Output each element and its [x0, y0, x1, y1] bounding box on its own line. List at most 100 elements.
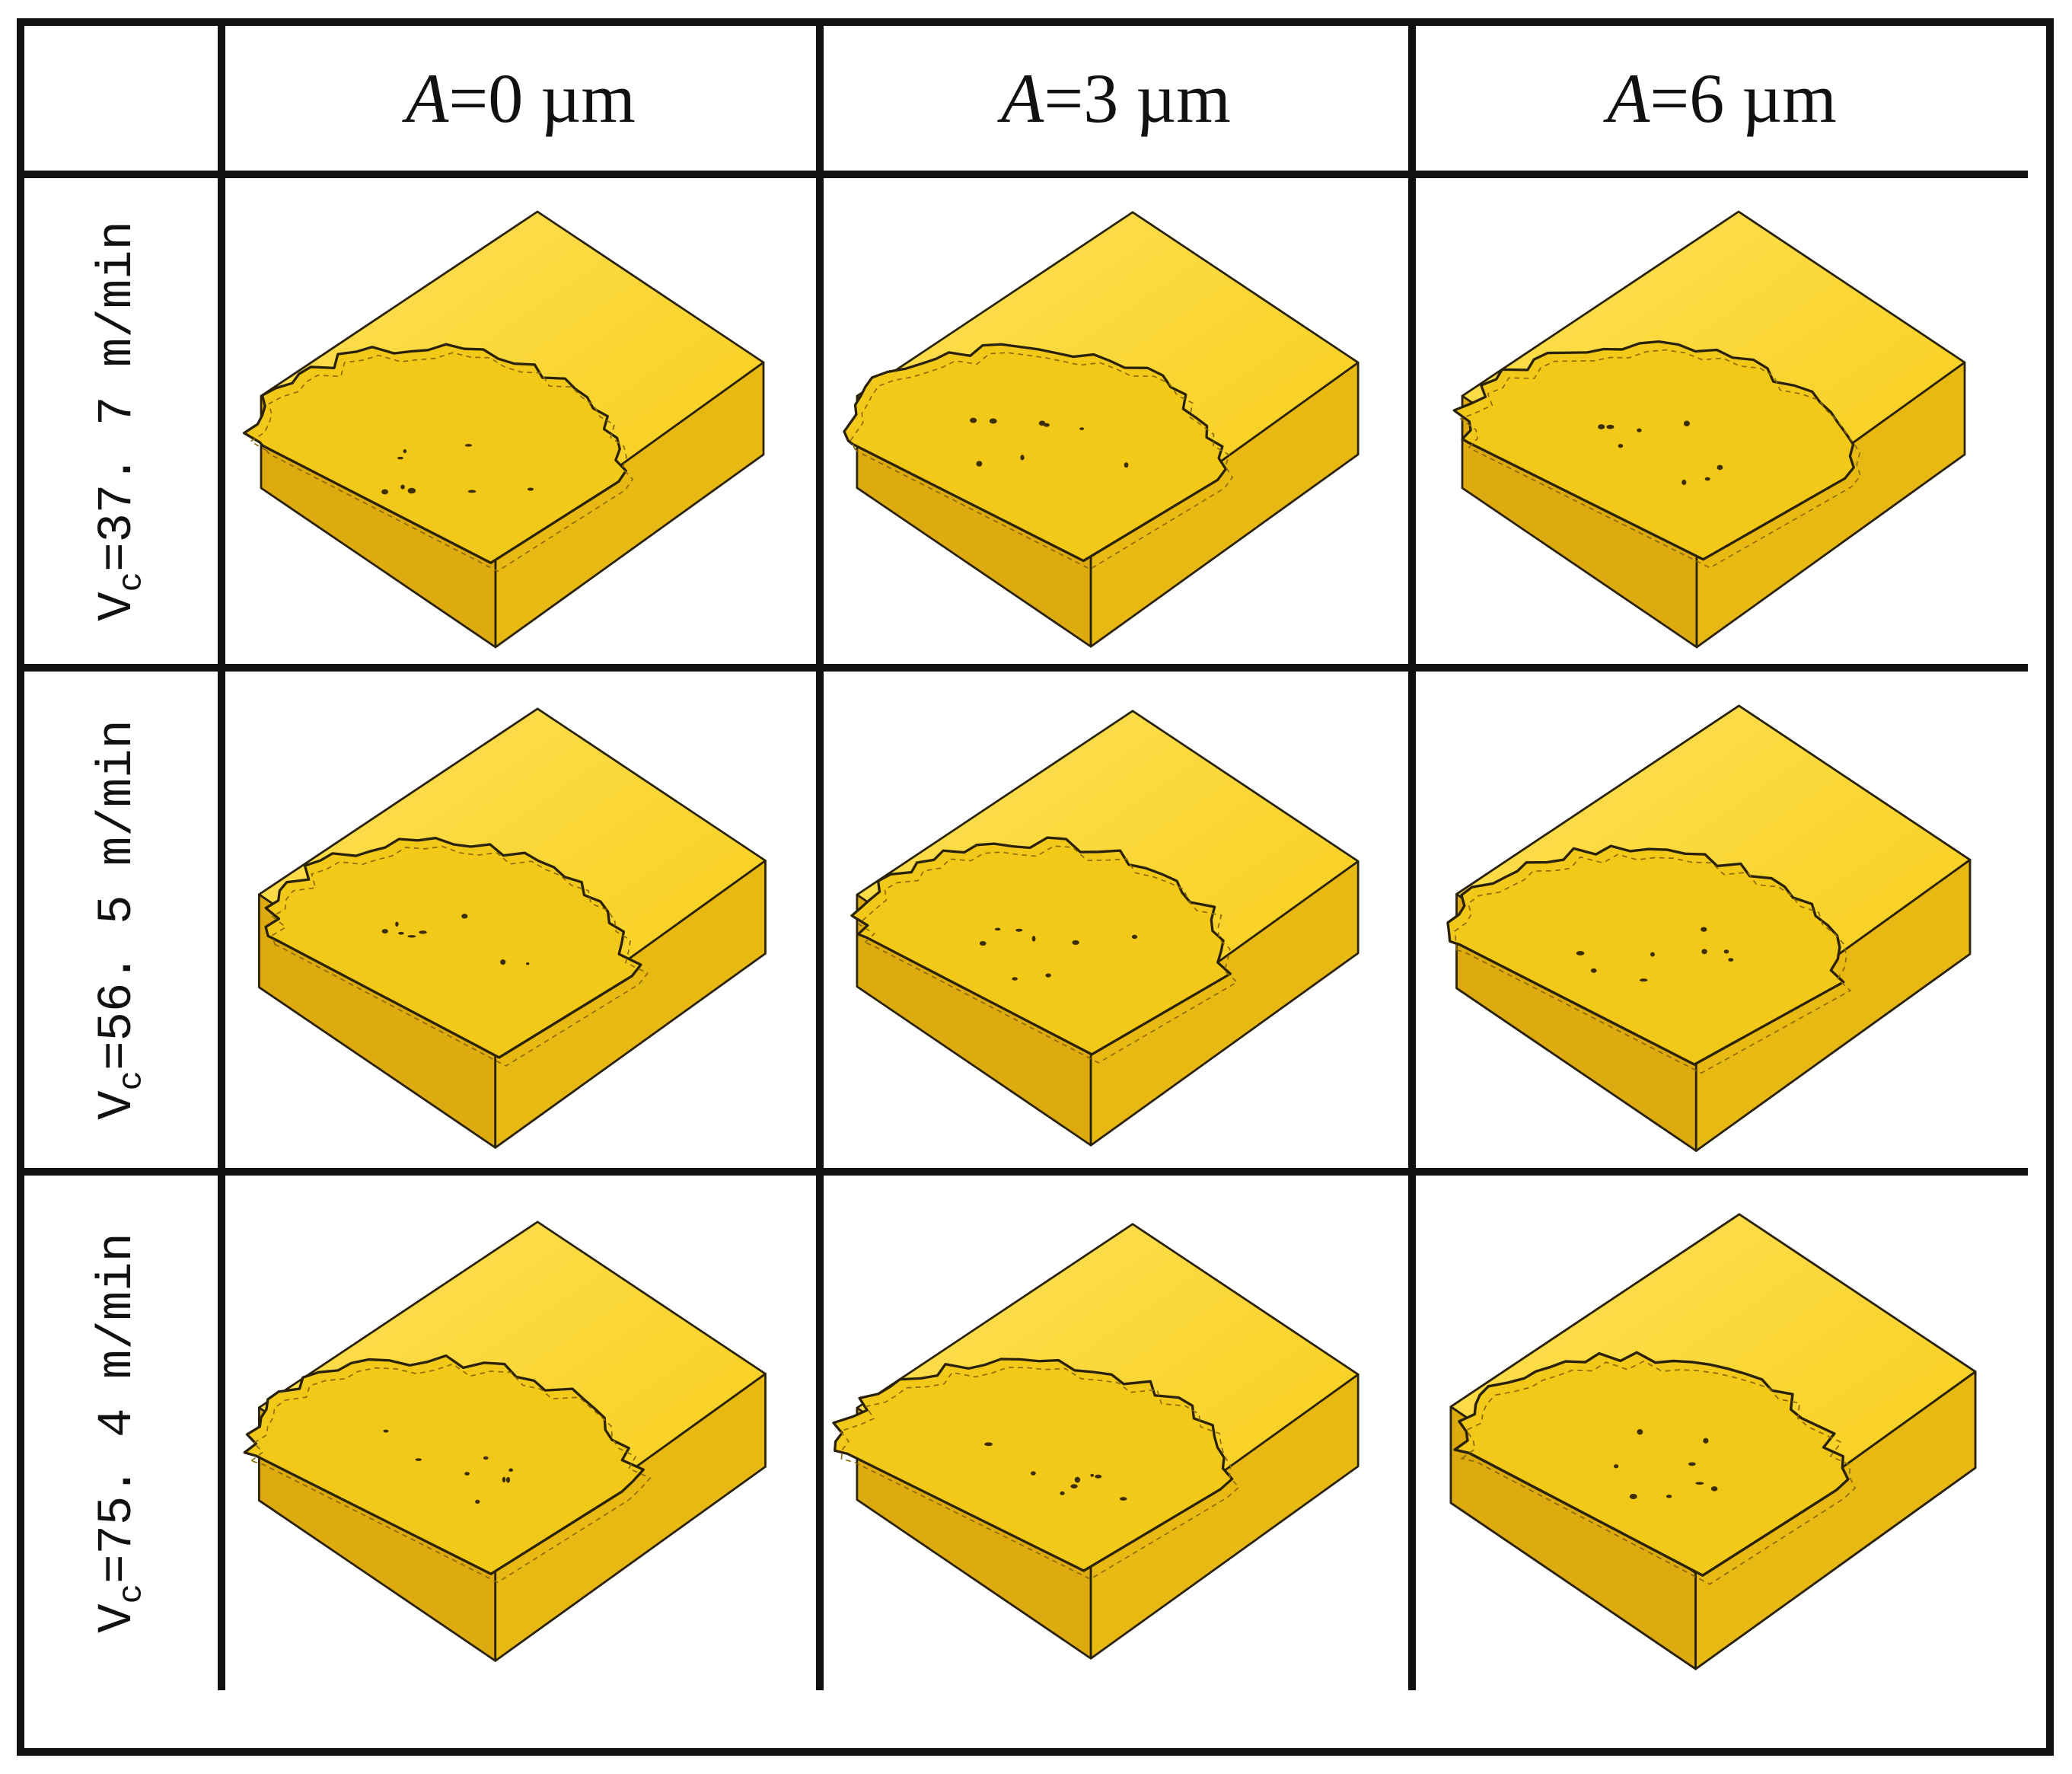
crater-wear-outline — [850, 836, 1232, 1056]
crater-wear-outline — [242, 343, 628, 564]
surface-pit — [415, 1458, 422, 1461]
row-header-label: Vc=37. 7 m/min — [91, 221, 151, 621]
surface-pit — [1666, 1495, 1672, 1498]
surface-pit — [527, 487, 534, 491]
tool-insert-crater-image — [850, 710, 1360, 1147]
specimen-cell — [1416, 1176, 2028, 1690]
surface-pit — [1090, 1473, 1095, 1477]
surface-pit — [400, 484, 405, 490]
surface-pit — [1070, 1484, 1078, 1488]
tool-insert-crater-image — [257, 707, 767, 1149]
surface-pit — [461, 914, 468, 919]
surface-pit — [506, 1476, 511, 1483]
surface-pit — [1043, 423, 1050, 427]
row-header-label: Vc=56. 5 m/min — [91, 719, 151, 1120]
surface-pit — [1637, 1429, 1643, 1435]
crater-wear-outline — [1446, 844, 1845, 1066]
surface-pit — [1639, 978, 1648, 982]
surface-pit — [970, 417, 977, 423]
surface-pit — [397, 456, 403, 460]
surface-pit — [1074, 1476, 1081, 1483]
row-header-1: Vc=56. 5 m/min — [24, 672, 225, 1176]
surface-pit — [407, 935, 416, 938]
specimen-cell — [225, 672, 824, 1176]
crater-wear-outline — [243, 1354, 645, 1575]
column-header-0: A=0 µm — [225, 26, 824, 178]
tool-insert-crater-image — [1452, 210, 1966, 649]
surface-pit — [1095, 1474, 1102, 1479]
specimen-cell — [824, 178, 1416, 672]
surface-pit — [525, 962, 530, 965]
specimen-cell — [225, 1176, 824, 1690]
surface-pit — [1703, 1437, 1709, 1444]
specimen-cell — [1416, 672, 2028, 1176]
surface-pit — [403, 448, 407, 454]
surface-pit — [383, 1429, 389, 1433]
surface-pit — [1728, 958, 1734, 962]
specimen-cell — [824, 1176, 1416, 1690]
crater-wear-outline — [1452, 340, 1855, 561]
surface-pit — [1131, 934, 1138, 940]
surface-pit — [1650, 952, 1655, 957]
surface-pit — [1030, 1471, 1036, 1476]
surface-pit — [1590, 968, 1597, 973]
row-header-label: Vc=75. 4 m/min — [91, 1233, 151, 1633]
specimen-cell — [824, 672, 1416, 1176]
surface-pit — [1704, 477, 1710, 481]
surface-pit — [467, 490, 477, 493]
column-header-2: A=6 µm — [1416, 26, 2028, 178]
surface-pit — [483, 1456, 489, 1460]
column-header-label: A=3 µm — [1001, 59, 1231, 137]
surface-pit — [1701, 949, 1707, 955]
surface-pit — [1079, 427, 1085, 430]
surface-pit — [1695, 1482, 1704, 1485]
results-table: A=0 µm A=3 µm A=6 µm Vc=37. 7 m/min Vc=5… — [17, 18, 2054, 1756]
surface-pit — [1124, 462, 1129, 468]
surface-pit — [979, 940, 987, 946]
surface-pit — [1618, 444, 1624, 448]
surface-pit — [1710, 1486, 1718, 1492]
surface-pit — [1015, 928, 1023, 932]
surface-pit — [1723, 949, 1729, 954]
surface-pit — [381, 929, 388, 934]
surface-pit — [1637, 428, 1642, 432]
crater-inner-rim — [1454, 853, 1852, 1074]
crater-inner-rim — [250, 1363, 652, 1584]
column-header-label: A=6 µm — [1607, 59, 1837, 137]
row-header-2: Vc=75. 4 m/min — [24, 1176, 225, 1690]
surface-pit — [1072, 940, 1079, 946]
crater-wear-outline — [1453, 1351, 1850, 1577]
surface-pit — [1614, 1464, 1619, 1469]
tool-insert-crater-image — [242, 210, 765, 649]
row-header-0: Vc=37. 7 m/min — [24, 178, 225, 672]
surface-pit — [1701, 927, 1707, 932]
crater-inner-rim — [249, 352, 634, 573]
crater-inner-rim — [271, 845, 649, 1067]
tool-insert-crater-image — [832, 1223, 1360, 1660]
surface-pit — [407, 487, 416, 494]
surface-pit — [976, 461, 983, 467]
surface-pit — [1606, 424, 1615, 429]
surface-pit — [1598, 424, 1605, 429]
crater-wear-outline — [832, 1358, 1234, 1572]
surface-pit — [508, 1468, 514, 1472]
surface-pit — [1683, 420, 1690, 426]
surface-pit — [1576, 951, 1585, 956]
surface-pit — [475, 1499, 480, 1504]
tool-insert-crater-image — [1446, 704, 1972, 1152]
surface-pit — [381, 489, 388, 495]
column-header-label: A=0 µm — [406, 59, 636, 137]
crater-inner-rim — [857, 845, 1238, 1064]
surface-pit — [398, 931, 404, 935]
surface-pit — [1688, 1462, 1696, 1466]
tool-insert-crater-image — [243, 1220, 767, 1662]
surface-pit — [1020, 455, 1025, 461]
surface-pit — [502, 1476, 506, 1483]
surface-pit — [464, 444, 473, 447]
surface-pit — [1060, 1491, 1065, 1495]
corner-cell — [24, 26, 225, 178]
tool-insert-crater-image — [843, 211, 1360, 648]
surface-pit — [1717, 464, 1723, 471]
surface-pit — [1045, 973, 1051, 978]
specimen-cell — [1416, 178, 2028, 672]
